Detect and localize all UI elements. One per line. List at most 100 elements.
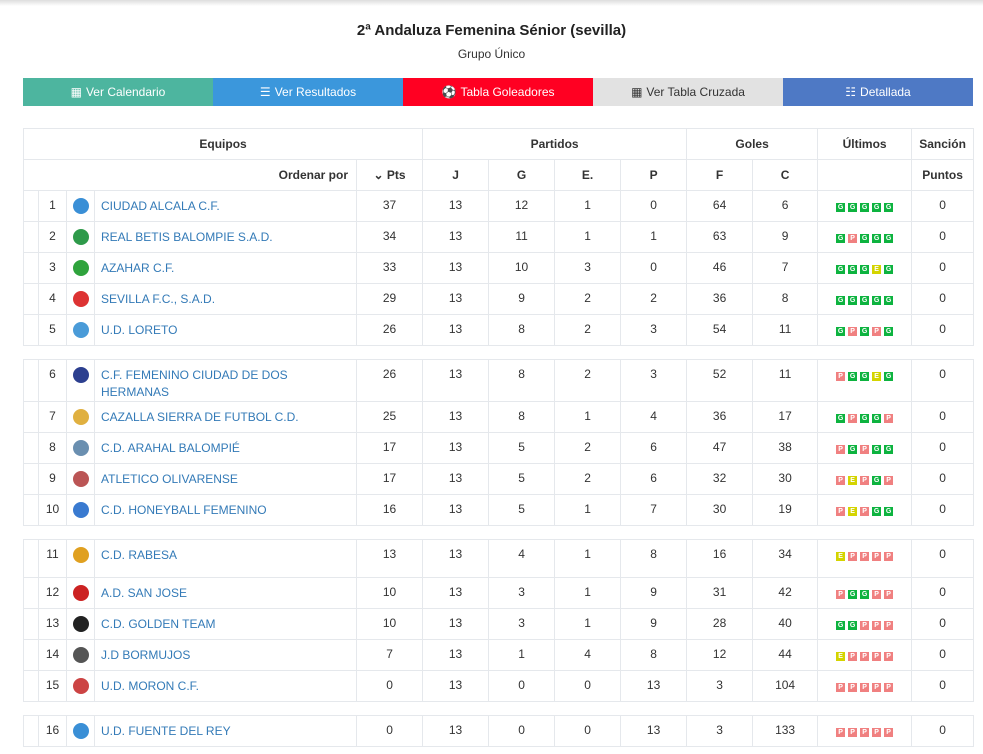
team-link[interactable]: A.D. SAN JOSE (101, 586, 188, 600)
cell-j: 13 (422, 252, 490, 284)
team-name-cell: U.D. MORON C.F. (94, 670, 357, 702)
result-badge: G (884, 265, 894, 274)
team-link[interactable]: AZAHAR C.F. (101, 261, 175, 275)
cell-f: 12 (686, 639, 754, 671)
result-badge: P (884, 621, 894, 630)
result-badge: G (860, 414, 870, 423)
result-badge: P (872, 327, 882, 336)
team-link[interactable]: ATLETICO OLIVARENSE (101, 472, 238, 486)
cell-pts: 0 (355, 670, 424, 702)
pts-label: Pts (386, 168, 406, 182)
team-logo-icon (72, 471, 89, 487)
team-link[interactable]: CAZALLA SIERRA DE FUTBOL C.D. (101, 410, 299, 424)
result-badge: P (848, 728, 858, 737)
result-badge: G (860, 372, 870, 381)
cell-f: 31 (686, 577, 754, 609)
cell-g: 0 (488, 715, 556, 747)
result-badge: G (872, 296, 882, 305)
button-ver-calendario[interactable]: ▦ Ver Calendario (23, 78, 213, 106)
cell-p: 1 (620, 221, 688, 253)
sort-pts-button[interactable]: ⌄ Pts (355, 159, 424, 191)
cell-e: 2 (554, 432, 622, 464)
team-link[interactable]: C.F. FEMENINO CIUDAD DE DOS HERMANAS (101, 368, 288, 399)
cell-pts: 26 (355, 359, 424, 402)
cell-j: 13 (422, 401, 490, 433)
result-badge: P (860, 621, 870, 630)
team-logo-icon (72, 229, 89, 245)
team-link[interactable]: REAL BETIS BALOMPIE S.A.D. (101, 230, 273, 244)
result-badge: P (860, 476, 870, 485)
team-logo-cell (66, 314, 95, 346)
button-tabla-goleadores[interactable]: ⚽ Tabla Goleadores (403, 78, 593, 106)
result-badge: G (884, 372, 894, 381)
result-badge: P (848, 414, 858, 423)
cell-g: 5 (488, 432, 556, 464)
team-logo-icon (72, 723, 89, 739)
row-marker (23, 401, 39, 433)
cell-c: 9 (752, 221, 819, 253)
row-marker (23, 221, 39, 253)
team-name-cell: C.D. GOLDEN TEAM (94, 608, 357, 640)
team-link[interactable]: J.D BORMUJOS (101, 648, 191, 662)
result-badge: P (872, 590, 882, 599)
header-puntos: Puntos (911, 159, 975, 191)
cell-p: 9 (620, 577, 688, 609)
team-link[interactable]: C.D. GOLDEN TEAM (101, 617, 216, 631)
button-detallada[interactable]: ☷ Detallada (783, 78, 973, 106)
cell-sancion: 0 (911, 670, 975, 702)
cell-p: 13 (620, 715, 688, 747)
result-badge: P (848, 552, 858, 561)
cell-sancion: 0 (911, 639, 975, 671)
cell-c: 7 (752, 252, 819, 284)
cell-f: 47 (686, 432, 754, 464)
cell-pts: 17 (355, 463, 424, 495)
result-badge: G (860, 265, 870, 274)
team-link[interactable]: C.D. ARAHAL BALOMPIÉ (101, 441, 240, 455)
cell-sancion: 0 (911, 401, 975, 433)
cell-p: 4 (620, 401, 688, 433)
team-logo-cell (66, 670, 95, 702)
button-ver-resultados[interactable]: ☰ Ver Resultados (213, 78, 403, 106)
cell-f: 32 (686, 463, 754, 495)
cell-sancion: 0 (911, 359, 975, 402)
team-name-cell: C.F. FEMENINO CIUDAD DE DOS HERMANAS (94, 359, 357, 402)
button-label: Detallada (860, 85, 911, 99)
team-logo-icon (72, 502, 89, 518)
cell-g: 11 (488, 221, 556, 253)
button-ver-tabla-cruzada[interactable]: ▦ Ver Tabla Cruzada (593, 78, 783, 106)
result-badge: G (836, 296, 846, 305)
cell-f: 36 (686, 401, 754, 433)
result-badge: G (884, 327, 894, 336)
cell-g: 5 (488, 463, 556, 495)
team-link[interactable]: U.D. FUENTE DEL REY (101, 724, 231, 738)
result-badge: P (884, 590, 894, 599)
result-badge: E (872, 265, 882, 274)
team-link[interactable]: C.D. RABESA (101, 548, 178, 562)
cell-sancion: 0 (911, 463, 975, 495)
team-link[interactable]: SEVILLA F.C., S.A.D. (101, 292, 216, 306)
cell-p: 3 (620, 359, 688, 402)
result-badge: G (836, 234, 846, 243)
team-link[interactable]: U.D. MORON C.F. (101, 679, 199, 693)
table-row: 10 C.D. HONEYBALL FEMENINO 16 13 5 1 7 30 19 P… (23, 494, 975, 526)
team-link[interactable]: CIUDAD ALCALA C.F. (101, 199, 220, 213)
result-badge: P (860, 652, 870, 661)
button-label: Ver Tabla Cruzada (646, 85, 745, 99)
cell-j: 13 (422, 539, 490, 578)
row-marker (23, 715, 39, 747)
result-badge: P (872, 652, 882, 661)
team-link[interactable]: U.D. LORETO (101, 323, 178, 337)
cell-c: 11 (752, 359, 819, 402)
cell-sancion: 0 (911, 190, 975, 222)
team-link[interactable]: C.D. HONEYBALL FEMENINO (101, 503, 267, 517)
row-marker (23, 539, 39, 578)
result-badge: G (848, 265, 858, 274)
cell-p: 3 (620, 314, 688, 346)
team-name-cell: C.D. RABESA (94, 539, 357, 578)
team-logo-icon (72, 367, 89, 383)
